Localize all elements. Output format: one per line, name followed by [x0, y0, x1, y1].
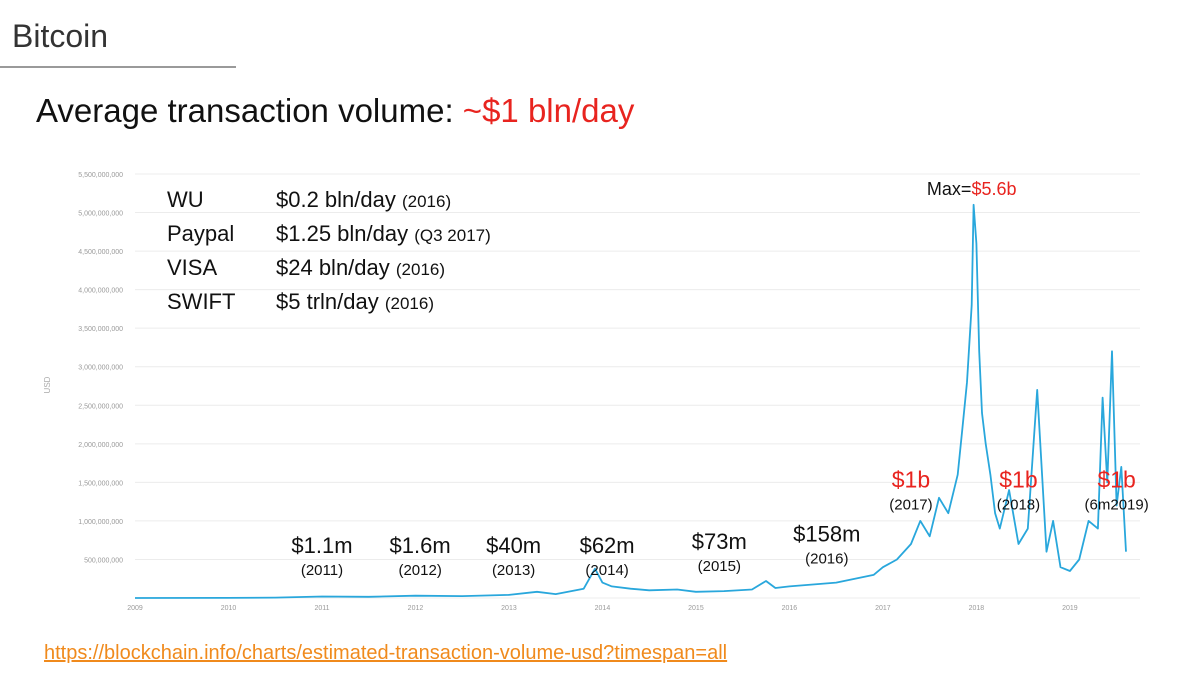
- y-tick-label: 5,500,000,000: [78, 172, 123, 179]
- annotation-value: $62m: [580, 533, 635, 558]
- annotation-period: (2013): [492, 562, 535, 579]
- comparison-value: $5 trln/day (2016): [276, 289, 434, 314]
- comparison-amount: $1.25 bln/day: [276, 221, 414, 246]
- y-tick-label: 2,000,000,000: [78, 442, 123, 449]
- slide-header-title: Bitcoin: [12, 18, 109, 54]
- comparison-table: WU $0.2 bln/day (2016) Paypal $1.25 bln/day…: [167, 187, 491, 314]
- x-tick-label: 2016: [782, 605, 798, 612]
- comparison-value: $0.2 bln/day (2016): [276, 187, 451, 212]
- annotation-period: (2014): [585, 562, 628, 579]
- y-tick-label: 4,000,000,000: [78, 288, 123, 295]
- headline-prefix: Average transaction volume:: [36, 92, 463, 129]
- y-tick-label: 4,500,000,000: [78, 249, 123, 256]
- x-tick-label: 2014: [595, 605, 611, 612]
- comparison-amount: $24 bln/day: [276, 255, 396, 280]
- y-axis-ticks: 500,000,000 1,000,000,000 1,500,000,000 2,0…: [78, 172, 123, 564]
- y-tick-label: 5,000,000,000: [78, 211, 123, 218]
- headline: Average transaction volume: ~$1 bln/day: [36, 92, 634, 130]
- max-label-value: $5.6b: [971, 179, 1016, 199]
- comparison-period: (2016): [402, 192, 451, 211]
- annotation-period: (2017): [889, 496, 932, 513]
- x-tick-label: 2017: [875, 605, 891, 612]
- x-tick-label: 2012: [408, 605, 424, 612]
- chart-annotations: $1.1m (2011) $1.6m (2012) $40m (2013) $62m (201…: [291, 179, 1148, 579]
- x-tick-label: 2010: [221, 605, 237, 612]
- comparison-amount: $0.2 bln/day: [276, 187, 402, 212]
- x-tick-label: 2013: [501, 605, 517, 612]
- annotation-value: $1b: [1097, 466, 1135, 492]
- source-link[interactable]: https://blockchain.info/charts/estimated…: [44, 642, 728, 664]
- series-line: [134, 203, 1127, 599]
- x-tick-label: 2015: [688, 605, 704, 612]
- x-axis-ticks: 2009 2010 2011 2012 2013 2014 2015 2016 2017 2018…: [127, 605, 1078, 612]
- x-tick-label: 2009: [127, 605, 143, 612]
- annotation-value: $1b: [892, 466, 930, 492]
- annotation-period: (2012): [398, 562, 441, 579]
- comparison-name: VISA: [167, 255, 217, 280]
- comparison-period: (2016): [396, 260, 445, 279]
- comparison-amount: $5 trln/day: [276, 289, 385, 314]
- annotation-value: $158m: [793, 521, 860, 546]
- annotation-period: (2011): [301, 562, 343, 579]
- y-tick-label: 3,500,000,000: [78, 326, 123, 333]
- comparison-value: $24 bln/day (2016): [276, 255, 445, 280]
- x-tick-label: 2018: [969, 605, 985, 612]
- header-underline: [0, 66, 236, 68]
- max-label-prefix: Max=: [927, 179, 972, 199]
- y-tick-label: 2,500,000,000: [78, 403, 123, 410]
- headline-highlight: ~$1 bln/day: [462, 92, 635, 129]
- annotation-period: (2018): [997, 496, 1040, 513]
- comparison-name: Paypal: [167, 221, 234, 246]
- annotation-value: $40m: [486, 533, 541, 558]
- y-tick-label: 3,000,000,000: [78, 365, 123, 372]
- y-tick-label: 500,000,000: [84, 557, 123, 564]
- comparison-name: SWIFT: [167, 289, 235, 314]
- annotation-period: (2016): [805, 550, 848, 567]
- comparison-period: (Q3 2017): [414, 226, 491, 245]
- annotation-value: $1b: [999, 466, 1037, 492]
- max-label: Max=$5.6b: [927, 179, 1017, 199]
- y-tick-label: 1,000,000,000: [78, 519, 123, 526]
- annotation-value: $1.1m: [291, 533, 352, 558]
- comparison-value: $1.25 bln/day (Q3 2017): [276, 221, 491, 246]
- transaction-volume-chart: 500,000,000 1,000,000,000 1,500,000,000 2,0…: [43, 172, 1149, 612]
- annotation-value: $73m: [692, 529, 747, 554]
- comparison-name: WU: [167, 187, 204, 212]
- annotation-value: $1.6m: [390, 533, 451, 558]
- x-tick-label: 2011: [314, 605, 329, 612]
- comparison-period: (2016): [385, 294, 434, 313]
- x-tick-label: 2019: [1062, 605, 1078, 612]
- annotation-period: (6m2019): [1085, 496, 1149, 513]
- annotation-period: (2015): [698, 558, 741, 575]
- y-axis-label: USD: [43, 376, 52, 393]
- y-tick-label: 1,500,000,000: [78, 480, 123, 487]
